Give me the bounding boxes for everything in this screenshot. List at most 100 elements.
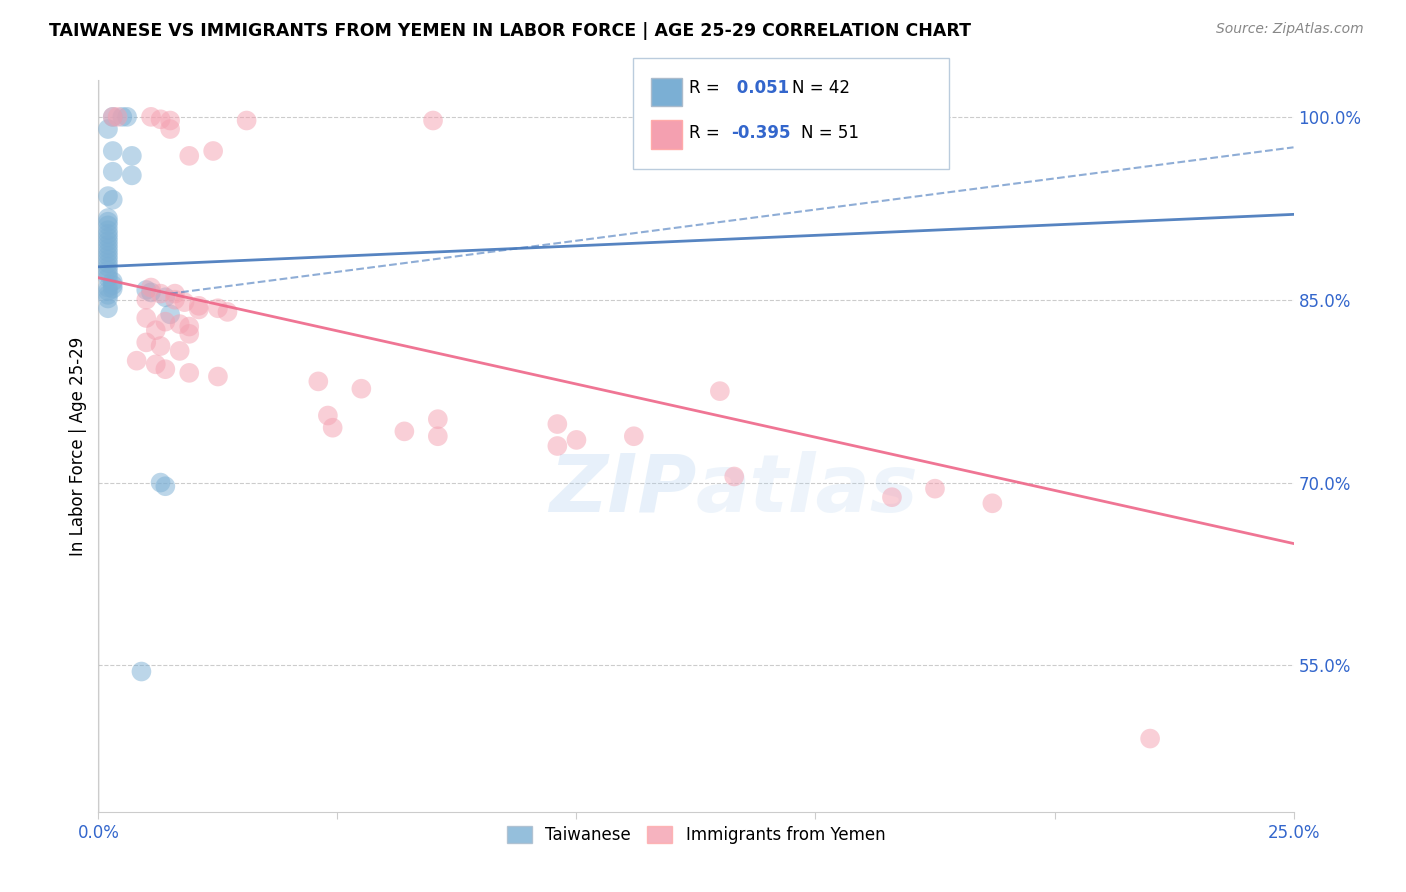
Point [97, 260, 120, 274]
Point [97, 242, 120, 256]
Point [155, 315, 177, 329]
Point [135, 293, 157, 307]
Point [135, 311, 157, 326]
Point [163, 293, 186, 307]
Point [139, 285, 162, 300]
Point [179, 149, 201, 163]
Point [924, 482, 946, 496]
Point [159, 113, 181, 128]
Point [546, 417, 568, 431]
Point [163, 286, 186, 301]
Point [179, 366, 201, 380]
Point [97, 280, 120, 294]
Point [135, 283, 157, 297]
Text: -0.395: -0.395 [731, 124, 790, 142]
Point [97, 230, 120, 244]
Point [723, 469, 745, 483]
Point [97, 189, 120, 203]
Point [322, 421, 344, 435]
Point [207, 301, 229, 316]
Point [709, 113, 731, 128]
Point [97, 245, 120, 260]
Text: N = 42: N = 42 [792, 79, 849, 97]
Point [169, 317, 191, 331]
Point [145, 323, 167, 337]
Point [350, 382, 373, 396]
Text: Source: ZipAtlas.com: Source: ZipAtlas.com [1216, 22, 1364, 37]
Point [97, 249, 120, 263]
Point [149, 112, 172, 127]
Point [426, 412, 449, 426]
Point [111, 110, 134, 124]
Point [101, 110, 124, 124]
Point [159, 307, 181, 321]
Point [149, 339, 172, 353]
Point [149, 475, 172, 490]
Point [97, 252, 120, 267]
Point [179, 319, 201, 334]
Point [394, 425, 416, 439]
Point [101, 275, 124, 289]
Point [981, 496, 1004, 510]
Text: R =: R = [689, 79, 725, 97]
Point [217, 305, 239, 319]
Point [422, 113, 444, 128]
Point [880, 490, 903, 504]
Point [131, 665, 153, 679]
Text: ZIP: ZIP [548, 450, 696, 529]
Point [101, 278, 124, 293]
Legend: Taiwanese, Immigrants from Yemen: Taiwanese, Immigrants from Yemen [501, 820, 891, 851]
Point [101, 144, 124, 158]
Point [97, 215, 120, 229]
Point [546, 439, 568, 453]
Point [173, 295, 195, 310]
Point [307, 375, 329, 389]
Point [107, 110, 129, 124]
Text: R =: R = [689, 124, 725, 142]
Point [179, 326, 201, 341]
Point [121, 149, 143, 163]
Point [135, 335, 157, 350]
Point [155, 290, 177, 304]
Y-axis label: In Labor Force | Age 25-29: In Labor Force | Age 25-29 [69, 336, 87, 556]
Point [623, 429, 645, 443]
Point [426, 429, 449, 443]
Point [139, 110, 162, 124]
Point [97, 267, 120, 281]
Point [145, 357, 167, 371]
Point [101, 193, 124, 207]
Point [155, 362, 177, 376]
Point [202, 144, 225, 158]
Point [97, 263, 120, 277]
Point [709, 384, 731, 399]
Point [187, 302, 209, 317]
Point [235, 113, 257, 128]
Text: N = 51: N = 51 [801, 124, 859, 142]
Point [125, 353, 148, 368]
Point [169, 343, 191, 358]
Point [155, 479, 177, 493]
Point [97, 292, 120, 306]
Text: TAIWANESE VS IMMIGRANTS FROM YEMEN IN LABOR FORCE | AGE 25-29 CORRELATION CHART: TAIWANESE VS IMMIGRANTS FROM YEMEN IN LA… [49, 22, 972, 40]
Point [1139, 731, 1161, 746]
Point [97, 284, 120, 298]
Point [159, 122, 181, 136]
Point [565, 433, 588, 447]
Point [97, 238, 120, 252]
Point [139, 280, 162, 294]
Point [207, 369, 229, 384]
Point [97, 223, 120, 237]
Point [97, 227, 120, 241]
Text: 0.051: 0.051 [731, 79, 789, 97]
Point [115, 110, 138, 124]
Text: atlas: atlas [696, 450, 918, 529]
Point [97, 234, 120, 248]
Point [97, 219, 120, 233]
Point [97, 211, 120, 225]
Point [316, 409, 339, 423]
Point [187, 299, 209, 313]
Point [97, 256, 120, 270]
Point [97, 288, 120, 302]
Point [101, 164, 124, 178]
Point [97, 270, 120, 285]
